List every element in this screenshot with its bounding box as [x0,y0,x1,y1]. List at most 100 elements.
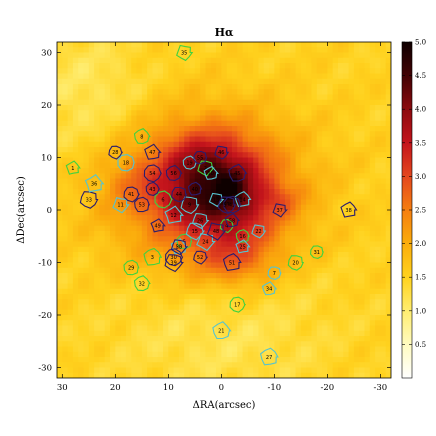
heatmap-cell [173,299,180,306]
heatmap-cell [173,173,180,180]
heatmap-cell [88,162,95,169]
heatmap-cell [226,110,233,117]
heatmap-cell [141,78,148,85]
heatmap-cell [380,115,387,122]
heatmap-cell [78,267,85,274]
heatmap-cell [290,241,297,248]
heatmap-cell [104,241,111,248]
heatmap-cell [141,52,148,59]
heatmap-cell [242,325,249,332]
heatmap-cell [189,173,196,180]
heatmap-cell [94,257,101,264]
heatmap-cell [353,204,360,211]
heatmap-cell [327,267,334,274]
heatmap-cell [242,278,249,285]
heatmap-cell [152,189,159,195]
heatmap-cell [385,309,391,316]
heatmap-cell [94,288,101,295]
heatmap-cell [157,210,164,216]
heatmap-cell [136,84,143,90]
region-32: 32 [133,275,151,292]
heatmap-cell [348,84,355,90]
heatmap-cell [364,147,371,153]
heatmap-cell [200,189,207,195]
heatmap-cell [316,225,323,232]
heatmap-cell [300,262,307,269]
heatmap-cell [168,299,175,306]
heatmap-cell [136,189,143,195]
heatmap-cell [88,236,95,243]
heatmap-cell [353,299,360,306]
heatmap-cell [99,131,106,138]
heatmap-cell [57,231,63,237]
heatmap-cell [131,320,138,327]
heatmap-cell [205,267,212,274]
heatmap-cell [258,278,265,285]
heatmap-cell [94,309,101,316]
region-contour [272,203,288,218]
heatmap-cell [62,252,69,258]
heatmap-cell [205,89,212,96]
heatmap-cell [78,157,85,164]
heatmap-cell [99,126,106,132]
heatmap-cell [316,367,323,374]
heatmap-cell [141,152,148,159]
heatmap-cell [104,299,111,306]
heatmap-cell [125,367,132,374]
heatmap-cell [337,42,344,48]
heatmap-cell [57,141,63,148]
heatmap-cell [332,220,339,227]
heatmap-cell [359,194,366,201]
heatmap-cell [337,367,344,374]
heatmap-cell [194,89,201,96]
heatmap-cell [279,47,286,54]
heatmap-cell [104,288,111,295]
heatmap-cell [290,267,297,274]
heatmap-cell [353,168,360,174]
heatmap-cell [322,115,328,122]
heatmap-cell [104,110,111,117]
heatmap-cell [290,278,297,285]
heatmap-cell [359,252,366,258]
heatmap-cell [184,99,191,106]
heatmap-cell [343,120,350,127]
heatmap-cell [316,84,323,90]
heatmap-cell [125,267,132,274]
heatmap-cell [226,199,233,206]
heatmap-cell [327,147,334,153]
heatmap-cell [110,304,116,311]
heatmap-cell [67,309,74,316]
heatmap-cell [178,68,185,75]
region-29: 29 [123,259,140,276]
heatmap-cell [168,168,175,174]
heatmap-cell [152,157,159,164]
heatmap-cell [348,367,355,374]
heatmap-cell [152,236,159,243]
heatmap-cell [94,99,101,106]
heatmap-cell [78,330,85,337]
heatmap-cell [62,236,69,243]
heatmap-cell [189,309,196,316]
heatmap-cell [258,115,265,122]
heatmap-cell [67,89,74,96]
heatmap-cell [210,57,217,64]
heatmap-cell [205,115,212,122]
heatmap-cell [147,199,154,206]
heatmap-cell [284,89,291,96]
heatmap-cell [311,94,318,101]
heatmap-cell [141,304,148,311]
heatmap-cell [359,351,366,358]
heatmap-cell [136,105,143,111]
heatmap-cell [216,246,222,253]
heatmap-cell [327,283,334,290]
heatmap-cell [94,304,101,311]
heatmap-cell [353,126,360,132]
heatmap-cell [125,110,132,117]
heatmap-cell [258,231,265,237]
heatmap-cell [247,162,254,169]
heatmap-cell [178,367,185,374]
heatmap-cell [300,288,307,295]
heatmap-cell [263,304,270,311]
heatmap-cell [284,304,291,311]
heatmap-cell [290,94,297,101]
